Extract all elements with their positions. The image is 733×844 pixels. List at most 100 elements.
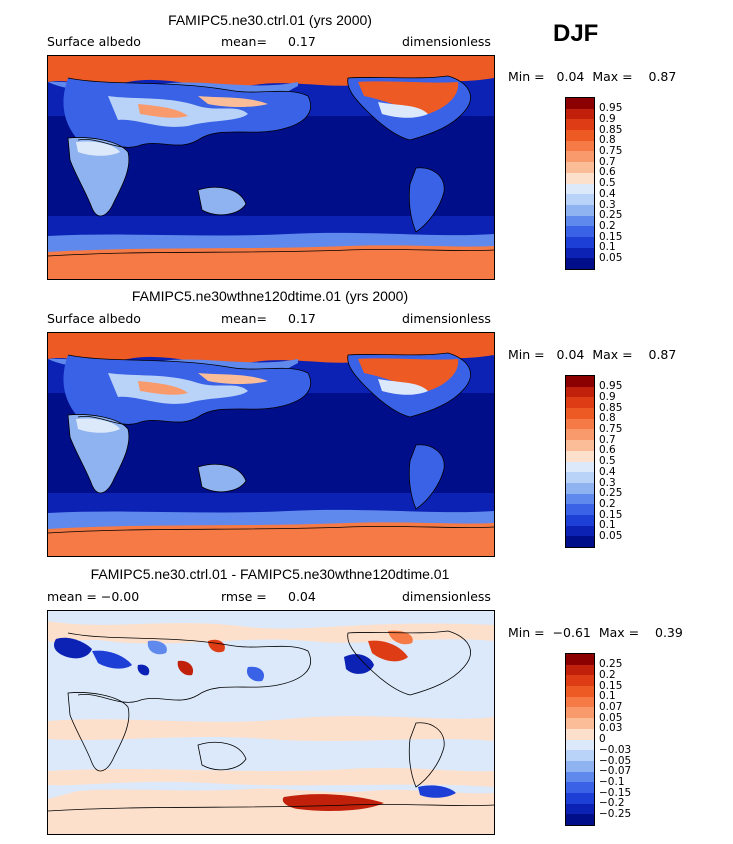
colorbar-swatch bbox=[566, 654, 594, 665]
colorbar-level-label: 0.05 bbox=[599, 711, 623, 724]
colorbar-swatch bbox=[566, 98, 594, 109]
colorbar-swatch bbox=[566, 664, 594, 676]
colorbar-level-label: 0.8 bbox=[599, 412, 616, 425]
map-panel-experiment: FAMIPC5.ne30wthne120dtime.01 (yrs 2000) … bbox=[0, 278, 733, 558]
colorbar-swatch bbox=[566, 215, 594, 227]
colorbar-swatch bbox=[566, 397, 594, 409]
colorbar-swatch bbox=[566, 140, 594, 152]
mean-value: 0.17 bbox=[288, 311, 316, 326]
colorbar-swatch bbox=[566, 151, 594, 163]
colorbar-swatch bbox=[566, 782, 594, 793]
colorbar-swatch bbox=[566, 461, 594, 473]
colorbar-level-label: 0.25 bbox=[599, 209, 623, 222]
colorbar-swatch bbox=[566, 258, 594, 269]
mean-label: mean= bbox=[221, 34, 267, 49]
colorbar-level-label: 0.7 bbox=[599, 155, 616, 168]
colorbar-swatch bbox=[566, 418, 594, 430]
colorbar-level-label: 0.03 bbox=[599, 722, 623, 735]
season-label: DJF bbox=[553, 20, 599, 47]
units-label: dimensionless bbox=[402, 34, 491, 49]
colorbar-swatch bbox=[566, 247, 594, 259]
mean-value: 0.17 bbox=[288, 34, 316, 49]
colorbar-level-label: 0.95 bbox=[599, 380, 623, 393]
colorbar-swatch bbox=[566, 707, 594, 719]
colorbar-swatch bbox=[566, 194, 594, 205]
colorbar-level-label: 0 bbox=[599, 733, 606, 746]
panel-title: FAMIPC5.ne30.ctrl.01 - FAMIPC5.ne30wthne… bbox=[90, 566, 450, 582]
colorbar-level-label: −0.03 bbox=[599, 743, 632, 756]
map-panel-difference: FAMIPC5.ne30.ctrl.01 - FAMIPC5.ne30wthne… bbox=[0, 556, 733, 836]
colorbar-level-label: 0.4 bbox=[599, 187, 616, 200]
colorbar-level-label: 0.25 bbox=[599, 487, 623, 500]
difference-map bbox=[47, 610, 495, 835]
rmse-label: rmse = bbox=[221, 589, 267, 604]
colorbar-swatch bbox=[566, 814, 594, 825]
colorbar-swatch bbox=[566, 482, 594, 494]
colorbar-level-label: 0.75 bbox=[599, 423, 623, 435]
colorbar-swatch bbox=[566, 792, 594, 804]
colorbar-swatch bbox=[566, 750, 594, 761]
colorbar-level-label: 0.07 bbox=[599, 701, 623, 713]
albedo-map bbox=[47, 55, 495, 280]
colorbar-swatch bbox=[566, 525, 594, 537]
colorbar-level-label: 0.15 bbox=[599, 230, 623, 243]
colorbar-level-label: −0.05 bbox=[599, 754, 632, 767]
colorbar-swatch bbox=[566, 504, 594, 515]
colorbar-swatch bbox=[566, 696, 594, 708]
colorbar-level-label: 0.05 bbox=[599, 252, 623, 264]
colorbar-level-label: 0.5 bbox=[599, 455, 616, 468]
albedo-map bbox=[47, 332, 495, 557]
colorbar-swatch bbox=[566, 760, 594, 772]
diff-mean-label: mean = −0.00 bbox=[47, 589, 140, 604]
colorbar-level-label: 0.85 bbox=[599, 123, 623, 136]
colorbar-swatch bbox=[566, 440, 594, 451]
colorbar-level-label: 0.95 bbox=[599, 102, 623, 115]
colorbar-swatch bbox=[566, 493, 594, 505]
variable-label: Surface albedo bbox=[47, 311, 141, 326]
panel-title: FAMIPC5.ne30.ctrl.01 (yrs 2000) bbox=[168, 12, 372, 28]
colorbar-swatch bbox=[566, 771, 594, 783]
colorbar bbox=[565, 375, 595, 548]
colorbar-level-label: 0.7 bbox=[599, 433, 616, 446]
colorbar-level-label: 0.15 bbox=[599, 679, 623, 692]
colorbar-level-label: 0.6 bbox=[599, 166, 616, 179]
colorbar-level-label: 0.9 bbox=[599, 390, 616, 403]
colorbar-swatch bbox=[566, 119, 594, 131]
colorbar-swatch bbox=[566, 718, 594, 729]
colorbar-level-label: 0.6 bbox=[599, 444, 616, 457]
colorbar-swatch bbox=[566, 108, 594, 120]
colorbar-level-label: 0.15 bbox=[599, 508, 623, 521]
min-max-readout: Min = −0.61 Max = 0.39 bbox=[508, 625, 683, 640]
colorbar-swatch bbox=[566, 183, 594, 195]
colorbar-level-label: −0.25 bbox=[599, 808, 632, 820]
colorbar-swatch bbox=[566, 675, 594, 687]
colorbar-level-label: −0.1 bbox=[599, 775, 625, 788]
colorbar-swatch bbox=[566, 728, 594, 740]
colorbar-swatch bbox=[566, 536, 594, 547]
colorbar-level-label: 0.75 bbox=[599, 145, 623, 157]
units-label: dimensionless bbox=[402, 311, 491, 326]
colorbar-swatch bbox=[566, 236, 594, 248]
colorbar-swatch bbox=[566, 172, 594, 184]
colorbar-swatch bbox=[566, 162, 594, 173]
colorbar-level-label: 0.8 bbox=[599, 134, 616, 147]
colorbar-swatch bbox=[566, 376, 594, 387]
colorbar-level-label: 0.5 bbox=[599, 177, 616, 190]
colorbar-level-label: 0.2 bbox=[599, 497, 616, 510]
colorbar-swatch bbox=[566, 514, 594, 526]
min-max-readout: Min = 0.04 Max = 0.87 bbox=[508, 347, 677, 362]
colorbar-swatch bbox=[566, 803, 594, 815]
colorbar-swatch bbox=[566, 226, 594, 237]
colorbar-level-label: 0.3 bbox=[599, 198, 616, 211]
colorbar-swatch bbox=[566, 130, 594, 141]
colorbar-level-label: −0.15 bbox=[599, 786, 632, 799]
colorbar bbox=[565, 653, 595, 826]
colorbar-level-label: 0.1 bbox=[599, 241, 616, 254]
colorbar-level-label: 0.4 bbox=[599, 465, 616, 478]
colorbar-level-label: 0.05 bbox=[599, 530, 623, 542]
rmse-value: 0.04 bbox=[288, 589, 316, 604]
panel-title: FAMIPC5.ne30wthne120dtime.01 (yrs 2000) bbox=[131, 288, 409, 304]
min-max-readout: Min = 0.04 Max = 0.87 bbox=[508, 69, 677, 84]
units-label: dimensionless bbox=[402, 589, 491, 604]
colorbar-swatch bbox=[566, 450, 594, 462]
